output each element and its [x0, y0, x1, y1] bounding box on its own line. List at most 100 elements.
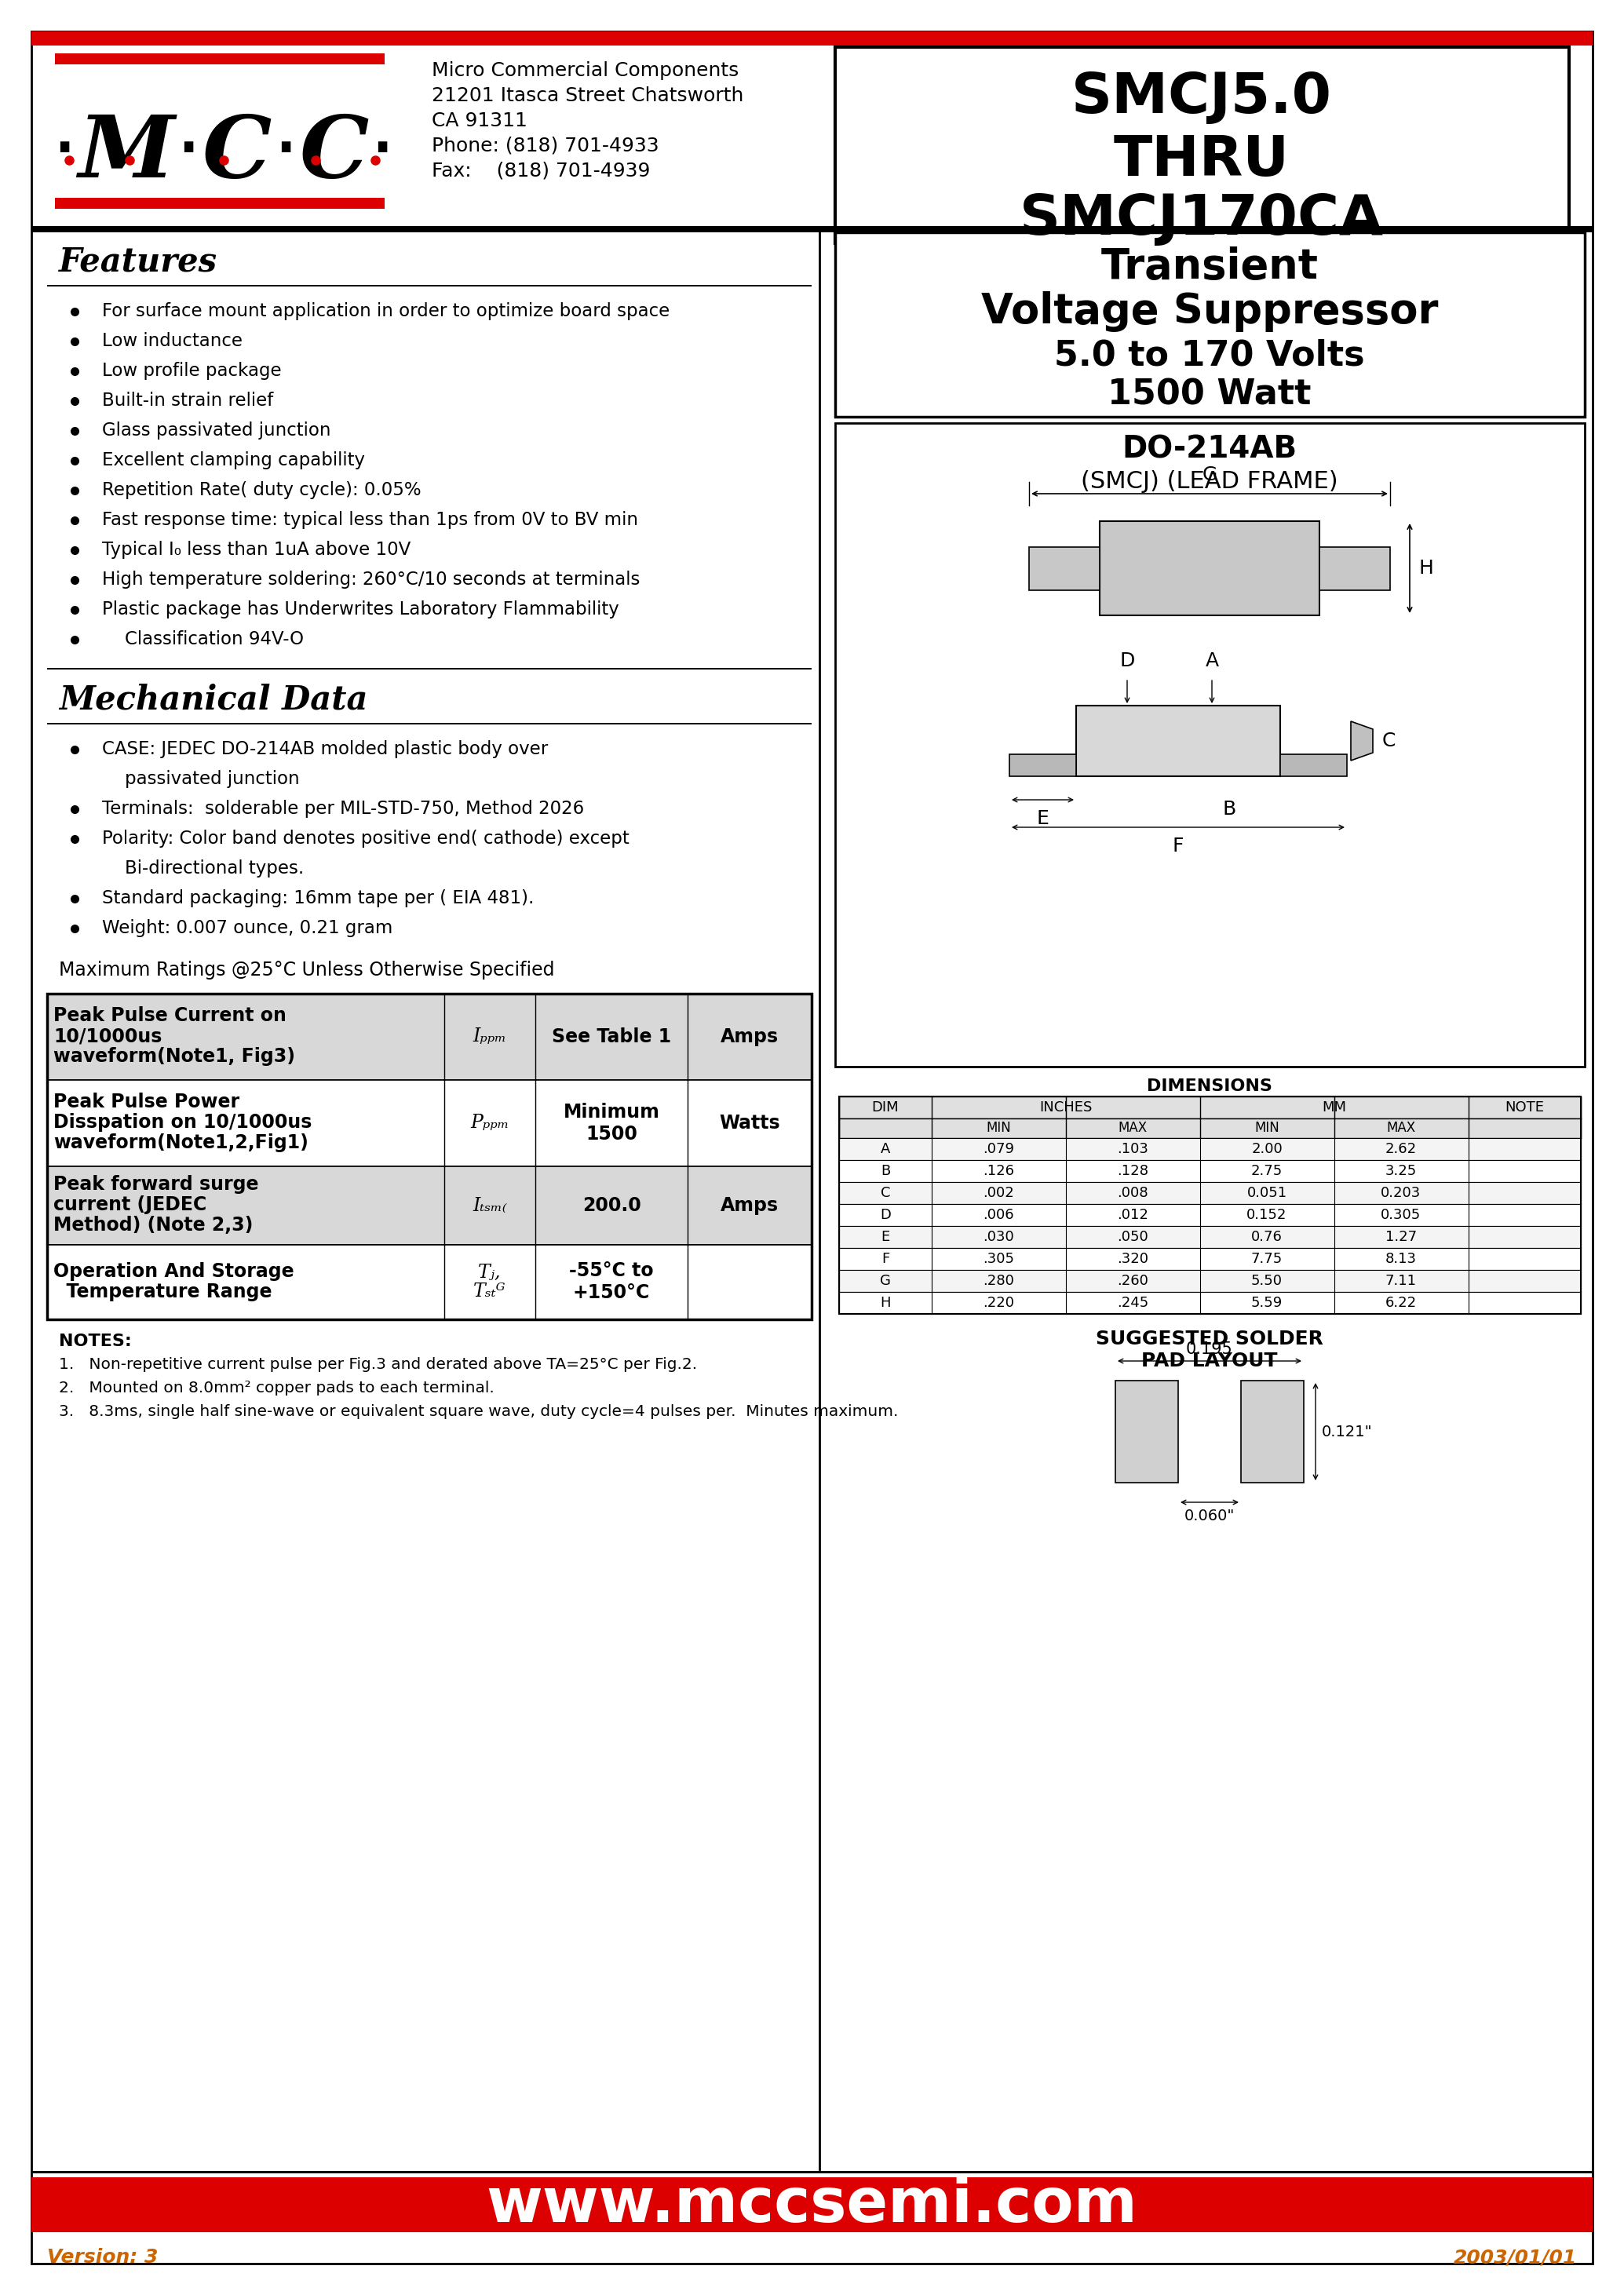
Bar [840, 1097, 1580, 1315]
Text: www.mccsemi.com: www.mccsemi.com [486, 2176, 1137, 2235]
Bar [31, 32, 1593, 46]
Text: Peak Pulse Power: Peak Pulse Power [54, 1092, 239, 1111]
Text: .030: .030 [983, 1230, 1013, 1244]
Text: SMCJ5.0: SMCJ5.0 [1072, 71, 1332, 124]
Text: passivated junction: passivated junction [102, 769, 299, 787]
Text: Phone: (818) 701-4933: Phone: (818) 701-4933 [432, 138, 659, 156]
Bar [1319, 546, 1390, 590]
Text: 2003/01/01: 2003/01/01 [1453, 2247, 1577, 2267]
Text: For surface mount application in order to optimize board space: For surface mount application in order t… [102, 303, 669, 321]
Text: Iₜₛₘ₍: Iₜₛₘ₍ [473, 1196, 507, 1214]
Text: Disspation on 10/1000us: Disspation on 10/1000us [54, 1113, 312, 1131]
Text: Amps: Amps [721, 1028, 778, 1047]
Text: Watts: Watts [719, 1113, 780, 1134]
Bar [31, 2171, 1593, 2173]
Text: 2.   Mounted on 8.0mm² copper pads to each terminal.: 2. Mounted on 8.0mm² copper pads to each… [58, 1382, 494, 1395]
Text: Amps: Amps [721, 1196, 778, 1214]
Bar [840, 1159, 1580, 1182]
Text: E: E [1036, 810, 1049, 828]
Text: A: A [880, 1143, 890, 1157]
Text: (SMCJ) (LEAD FRAME): (SMCJ) (LEAD FRAME) [1082, 470, 1338, 493]
Polygon shape [1351, 721, 1372, 760]
Text: Polarity: Color band denotes positive end( cathode) except: Polarity: Color band denotes positive en… [102, 828, 630, 847]
Text: H: H [1419, 560, 1434, 578]
Text: 10/1000us: 10/1000us [54, 1026, 162, 1047]
Text: Low inductance: Low inductance [102, 333, 242, 351]
Text: Iₚₚₘ: Iₚₚₘ [473, 1028, 507, 1047]
Bar [47, 1166, 812, 1244]
Text: 5.0 to 170 Volts: 5.0 to 170 Volts [1054, 337, 1364, 372]
Text: C: C [1382, 732, 1397, 750]
Text: Fax:    (818) 701-4939: Fax: (818) 701-4939 [432, 161, 650, 181]
Text: Bi-directional types.: Bi-directional types. [102, 858, 304, 877]
Text: MM: MM [1322, 1099, 1346, 1115]
Bar [47, 994, 812, 1320]
Text: 200.0: 200.0 [581, 1196, 641, 1214]
Text: MIN: MIN [986, 1120, 1010, 1136]
Bar [840, 1205, 1580, 1226]
Text: 1.27: 1.27 [1385, 1230, 1416, 1244]
Text: A: A [1205, 652, 1218, 670]
Text: G: G [1202, 466, 1216, 484]
Bar [31, 225, 1593, 232]
Bar [840, 1097, 1580, 1118]
Text: 0.305: 0.305 [1380, 1207, 1421, 1221]
Bar [840, 1138, 1580, 1159]
Text: .245: .245 [1117, 1297, 1148, 1310]
Text: 1500 Watt: 1500 Watt [1108, 379, 1311, 411]
Text: Typical I₀ less than 1uA above 10V: Typical I₀ less than 1uA above 10V [102, 542, 411, 560]
Text: 0.051: 0.051 [1247, 1187, 1286, 1200]
Bar [840, 1226, 1580, 1248]
Text: .305: .305 [983, 1251, 1013, 1267]
Text: .126: .126 [983, 1164, 1013, 1177]
Bar [55, 197, 385, 209]
Text: 5.50: 5.50 [1250, 1274, 1283, 1287]
Text: Excellent clamping capability: Excellent clamping capability [102, 452, 365, 470]
Text: Peak forward surge: Peak forward surge [54, 1175, 258, 1193]
Text: High temperature soldering: 260°C/10 seconds at terminals: High temperature soldering: 260°C/10 sec… [102, 571, 640, 588]
Text: 7.75: 7.75 [1250, 1251, 1283, 1267]
Text: 0.152: 0.152 [1247, 1207, 1288, 1221]
Text: D: D [880, 1207, 892, 1221]
Text: MIN: MIN [1254, 1120, 1280, 1136]
Text: Pₚₚₘ: Pₚₚₘ [471, 1113, 510, 1131]
Text: Temperature Range: Temperature Range [54, 1283, 271, 1301]
Text: 2.75: 2.75 [1250, 1164, 1283, 1177]
Text: 6.22: 6.22 [1385, 1297, 1416, 1310]
Text: .280: .280 [983, 1274, 1013, 1287]
Bar [1030, 546, 1099, 590]
Bar [1010, 755, 1077, 776]
Bar [840, 1118, 1580, 1138]
Text: MAX: MAX [1117, 1120, 1147, 1136]
Text: NOTE: NOTE [1505, 1099, 1544, 1115]
Bar [47, 994, 812, 1081]
Text: Voltage Suppressor: Voltage Suppressor [981, 291, 1439, 333]
Text: 0.203: 0.203 [1380, 1187, 1421, 1200]
Text: current (JEDEC: current (JEDEC [54, 1196, 206, 1214]
Text: .008: .008 [1117, 1187, 1148, 1200]
Text: CASE: JEDEC DO-214AB molded plastic body over: CASE: JEDEC DO-214AB molded plastic body… [102, 741, 547, 757]
Text: -55°C to: -55°C to [570, 1262, 654, 1281]
Text: 3.   8.3ms, single half sine-wave or equivalent square wave, duty cycle=4 pulses: 3. 8.3ms, single half sine-wave or equiv… [58, 1405, 898, 1418]
Text: .128: .128 [1117, 1164, 1148, 1177]
Text: .012: .012 [1117, 1207, 1148, 1221]
Text: See Table 1: See Table 1 [552, 1028, 671, 1047]
Text: 2.00: 2.00 [1250, 1143, 1283, 1157]
Bar [55, 53, 385, 64]
Text: 1.   Non-repetitive current pulse per Fig.3 and derated above TA=25°C per Fig.2.: 1. Non-repetitive current pulse per Fig.… [58, 1356, 697, 1372]
Text: B: B [1223, 799, 1236, 819]
Text: .260: .260 [1117, 1274, 1148, 1287]
Bar [47, 1081, 812, 1166]
Text: THRU: THRU [1114, 133, 1289, 188]
Text: Method) (Note 2,3): Method) (Note 2,3) [54, 1216, 253, 1235]
Text: NOTES:: NOTES: [58, 1333, 132, 1349]
Text: Tₛₜᴳ: Tₛₜᴳ [474, 1283, 507, 1301]
Text: waveform(Note1, Fig3): waveform(Note1, Fig3) [54, 1047, 296, 1065]
Bar [840, 1182, 1580, 1205]
Text: 8.13: 8.13 [1385, 1251, 1416, 1267]
Text: B: B [880, 1164, 890, 1177]
Text: Built-in strain relief: Built-in strain relief [102, 392, 273, 411]
Text: D: D [1119, 652, 1135, 670]
Text: F: F [882, 1251, 890, 1267]
Text: .079: .079 [983, 1143, 1013, 1157]
